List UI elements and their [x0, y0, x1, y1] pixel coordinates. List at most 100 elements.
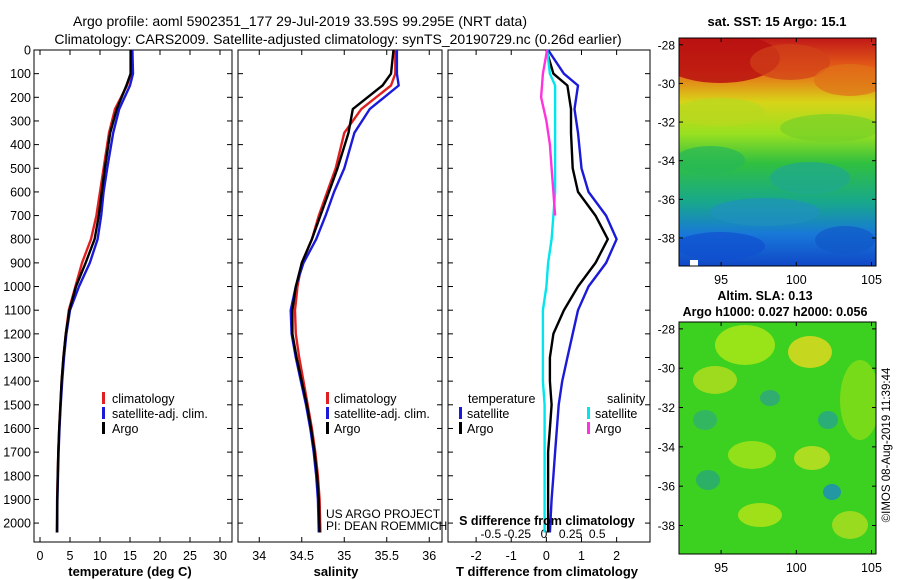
- lat-tick-label: -32: [658, 116, 676, 130]
- legend-swatch-climatology: [102, 392, 105, 404]
- lat-tick-label: -36: [658, 480, 676, 494]
- depth-tick-label: 600: [10, 185, 31, 199]
- lat-tick-label: -32: [658, 401, 676, 415]
- depth-tick-label: 400: [10, 138, 31, 152]
- legend-label-s-satellite: satellite: [595, 407, 637, 421]
- legend-label-argo: Argo: [112, 422, 138, 436]
- sst-map-panel: sat. SST: 15 Argo: 15.1 -28 -30 -32 -34 -36 -…: [658, 14, 882, 287]
- s-difference-axis-ticks: -0.5 -0.25 0 0.25 0.5: [480, 527, 605, 541]
- depth-tick-label: 1500: [3, 398, 31, 412]
- legend-label-satellite: satellite-adj. clim.: [112, 407, 208, 421]
- x-tick-label: 0: [543, 549, 550, 563]
- x-tick-label: -1: [506, 549, 517, 563]
- x-tick-label: 36: [422, 549, 436, 563]
- legend-title-temperature: temperature: [468, 392, 535, 406]
- depth-tick-label: 1700: [3, 446, 31, 460]
- s-tick-label: 0.25: [559, 527, 583, 541]
- sla-map-frame: [678, 321, 877, 555]
- s-tick-label: -0.5: [480, 527, 501, 541]
- sla-latitude-ticks: -28 -30 -32 -34 -36 -38: [658, 322, 876, 533]
- s-tick-label: 0.5: [589, 527, 606, 541]
- depth-tick-label: 500: [10, 162, 31, 176]
- temperature-legend: climatology satellite-adj. clim. Argo: [102, 392, 208, 436]
- legend-swatch-s-satellite: [587, 407, 590, 419]
- legend-label-climatology: climatology: [112, 392, 175, 406]
- legend-swatch-t-argo: [459, 422, 462, 434]
- depth-tick-label: 1300: [3, 351, 31, 365]
- x-tick-label: 35.5: [375, 549, 399, 563]
- lat-tick-label: -28: [658, 38, 676, 52]
- t-difference-axis-label: T difference from climatology: [456, 564, 639, 579]
- x-tick-label: 0: [37, 549, 44, 563]
- sla-map-title: Altim. SLA: 0.13: [717, 289, 812, 303]
- depth-tick-label: 100: [10, 67, 31, 81]
- depth-tick-label: 700: [10, 209, 31, 223]
- depth-axis-ticks: 0 100 200 300 400 500 600 700 800 900 1000 1100 1200…: [3, 44, 232, 531]
- legend-label-s-argo: Argo: [595, 422, 621, 436]
- x-tick-label: 34: [252, 549, 266, 563]
- depth-tick-label: 1600: [3, 422, 31, 436]
- series-line-satellite-adj-clim-: [289, 50, 400, 533]
- depth-tick-label: 0: [24, 44, 31, 58]
- x-tick-label: 5: [67, 549, 74, 563]
- depth-tick-label: 800: [10, 233, 31, 247]
- salinity-plot-frame: [237, 49, 443, 543]
- sla-map-subtitle: Argo h1000: 0.027 h2000: 0.056: [683, 305, 868, 319]
- series-line-climatology: [293, 50, 397, 533]
- legend-swatch-argo: [326, 422, 329, 434]
- difference-depth-ticks: [448, 49, 650, 524]
- lat-tick-label: -28: [658, 322, 676, 336]
- temperature-axis-ticks: 0 5 10 15 20 25 30: [37, 50, 227, 563]
- lat-tick-label: -38: [658, 519, 676, 533]
- s-difference-axis-label: S difference from climatology: [459, 514, 635, 528]
- lat-tick-label: -36: [658, 193, 676, 207]
- lat-tick-label: -30: [658, 362, 676, 376]
- legend-label-t-satellite: satellite: [467, 407, 509, 421]
- x-tick-label: 15: [123, 549, 137, 563]
- x-tick-label: 10: [93, 549, 107, 563]
- lon-tick-label: 105: [861, 273, 882, 287]
- lat-tick-label: -30: [658, 77, 676, 91]
- salinity-axis-ticks: 34 34.5 35 35.5 36: [252, 50, 436, 563]
- salinity-profile-lines: [289, 49, 400, 533]
- lon-tick-label: 100: [786, 273, 807, 287]
- legend-swatch-s-argo: [587, 422, 590, 434]
- legend-title-salinity: salinity: [607, 392, 646, 406]
- temperature-axis-label: temperature (deg C): [68, 564, 192, 579]
- t-difference-axis-ticks: -2 -1 0 1 2: [471, 50, 620, 563]
- lat-tick-label: -34: [658, 440, 676, 454]
- x-tick-label: -2: [471, 549, 482, 563]
- series-line-satellite-adj-clim-: [55, 49, 135, 533]
- depth-tick-label: 2000: [3, 517, 31, 531]
- temperature-profile-lines: [55, 49, 135, 533]
- lat-tick-label: -34: [658, 154, 676, 168]
- difference-profile-lines: [539, 49, 618, 533]
- temperature-plot-frame: [33, 49, 233, 543]
- s-tick-label: -0.25: [504, 527, 532, 541]
- legend-swatch-argo: [102, 422, 105, 434]
- sst-longitude-ticks: 95 100 105: [714, 38, 882, 287]
- lat-tick-label: -38: [658, 231, 676, 245]
- depth-tick-label: 1900: [3, 493, 31, 507]
- lon-tick-label: 105: [861, 561, 882, 575]
- series-line-argo: [55, 50, 132, 533]
- x-tick-label: 20: [153, 549, 167, 563]
- lon-tick-label: 95: [714, 561, 728, 575]
- sla-longitude-ticks: 95 100 105: [714, 322, 882, 575]
- sst-map-title: sat. SST: 15 Argo: 15.1: [708, 14, 847, 29]
- legend-label-argo: Argo: [334, 422, 360, 436]
- series-line-climatology: [55, 50, 133, 533]
- legend-swatch-t-satellite: [459, 407, 462, 419]
- legend-swatch-satellite: [326, 407, 329, 419]
- x-tick-label: 2: [613, 549, 620, 563]
- depth-tick-label: 1000: [3, 280, 31, 294]
- series-line-s-satellite: [541, 49, 557, 533]
- sst-map-frame: [678, 37, 877, 267]
- sst-field: [679, 38, 876, 266]
- sla-field: [679, 322, 876, 554]
- s-tick-label: 0: [541, 527, 548, 541]
- x-tick-label: 25: [183, 549, 197, 563]
- lon-tick-label: 100: [786, 561, 807, 575]
- imos-credit: ©IMOS 08-Aug-2019 11:39:44: [881, 367, 893, 522]
